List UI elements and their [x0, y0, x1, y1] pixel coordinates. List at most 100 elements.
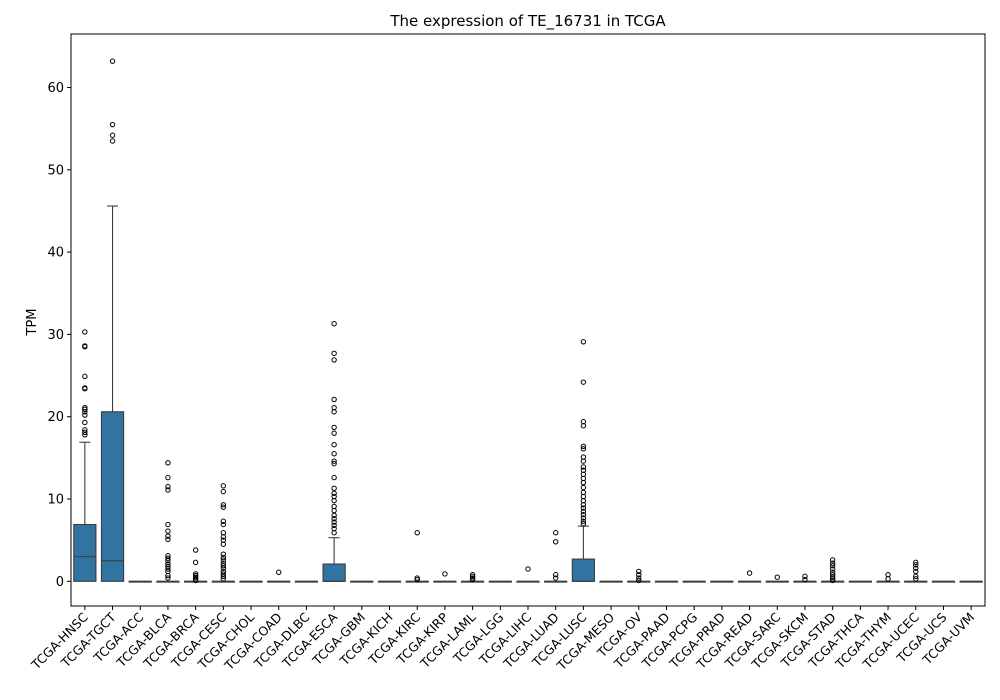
outlier-point: [580, 467, 587, 473]
outlier-point: [82, 329, 88, 335]
outlier-point: [220, 562, 227, 569]
outlier-point: [331, 430, 337, 436]
outlier-point: [469, 575, 476, 581]
outlier-point: [913, 568, 919, 575]
outlier-point: [220, 565, 227, 571]
outlier-point: [636, 568, 642, 575]
outlier-point: [220, 576, 227, 582]
y-tick-label: 60: [47, 81, 64, 96]
outlier-point: [636, 575, 642, 581]
box-group: [516, 566, 540, 583]
outlier-point: [165, 575, 171, 581]
outlier-point: [220, 488, 227, 495]
box: [571, 558, 596, 582]
plot-area: [73, 58, 983, 584]
outlier-point: [580, 418, 587, 425]
box: [100, 411, 125, 582]
box-group: [211, 483, 235, 583]
outlier-point: [109, 58, 116, 64]
y-tick-label: 10: [47, 493, 64, 508]
outlier-point: [331, 404, 337, 411]
outlier-point: [525, 566, 531, 572]
outlier-point: [829, 572, 836, 578]
outlier-point: [580, 518, 587, 524]
outlier-point: [469, 572, 476, 578]
outlier-point: [414, 576, 420, 583]
outlier-point: [165, 521, 171, 528]
outlier-point: [165, 460, 171, 466]
outlier-point: [220, 568, 227, 575]
outlier-point: [802, 576, 808, 583]
outlier-point: [414, 575, 420, 581]
outlier-point: [913, 576, 919, 582]
outlier-point: [580, 520, 587, 527]
outlier-point: [885, 572, 891, 578]
outlier-point: [414, 530, 420, 536]
outlier-point: [82, 429, 88, 436]
box-group: [627, 568, 651, 584]
outlier-point: [746, 570, 753, 576]
y-tick-label: 40: [47, 246, 64, 261]
outlier-point: [774, 574, 780, 580]
outlier-point: [331, 485, 337, 492]
outlier-point: [165, 566, 171, 572]
outlier-point: [220, 551, 227, 557]
outlier-point: [580, 339, 587, 345]
y-tick-label: 0: [56, 575, 64, 590]
outlier-point: [165, 528, 171, 534]
outlier-point: [469, 576, 476, 583]
outlier-point: [82, 412, 88, 418]
outlier-point: [580, 508, 587, 515]
box-group: [294, 580, 319, 583]
box-group: [377, 580, 402, 583]
outlier-point: [552, 539, 559, 545]
outlier-point: [82, 419, 88, 426]
outlier-point: [276, 569, 282, 575]
box-group: [544, 530, 568, 583]
outlier-point: [220, 521, 227, 528]
outlier-point: [552, 572, 559, 578]
outlier-point: [829, 574, 836, 580]
outlier-point: [192, 571, 199, 577]
outlier-point: [220, 571, 227, 577]
outlier-point: [580, 446, 587, 452]
outlier-point: [82, 385, 88, 391]
outlier-point: [331, 490, 337, 496]
outlier-point: [580, 515, 587, 521]
outlier-point: [165, 561, 171, 567]
outlier-point: [165, 533, 171, 539]
y-tick-label: 30: [47, 328, 64, 343]
box-group: [654, 580, 679, 583]
outlier-point: [220, 557, 227, 563]
outlier-point: [829, 577, 836, 584]
box-group: [239, 580, 263, 583]
outlier-point: [192, 576, 199, 582]
outlier-point: [913, 562, 919, 568]
outlier-point: [331, 503, 337, 510]
outlier-point: [192, 574, 199, 580]
outlier-point: [331, 493, 337, 500]
chart-title: The expression of TE_16731 in TCGA: [389, 12, 666, 31]
outlier-point: [580, 464, 587, 470]
outlier-point: [220, 518, 227, 524]
y-axis: 0 10 20 30 40 50 60: [47, 81, 71, 590]
outlier-point: [442, 571, 448, 577]
outlier-point: [220, 502, 227, 508]
outlier-point: [829, 557, 836, 563]
outlier-point: [165, 483, 171, 490]
outlier-point: [165, 487, 171, 493]
box-group: [821, 557, 845, 584]
outlier-point: [331, 525, 337, 532]
outlier-point: [552, 575, 559, 581]
outlier-point: [220, 560, 227, 566]
outlier-point: [82, 343, 88, 349]
outlier-point: [192, 547, 199, 553]
box-group: [876, 572, 900, 583]
outlier-point: [165, 536, 171, 543]
box-group: [488, 580, 512, 583]
outlier-point: [109, 138, 116, 144]
outlier-point: [829, 562, 836, 569]
outlier-point: [829, 569, 836, 575]
outlier-point: [331, 350, 337, 357]
